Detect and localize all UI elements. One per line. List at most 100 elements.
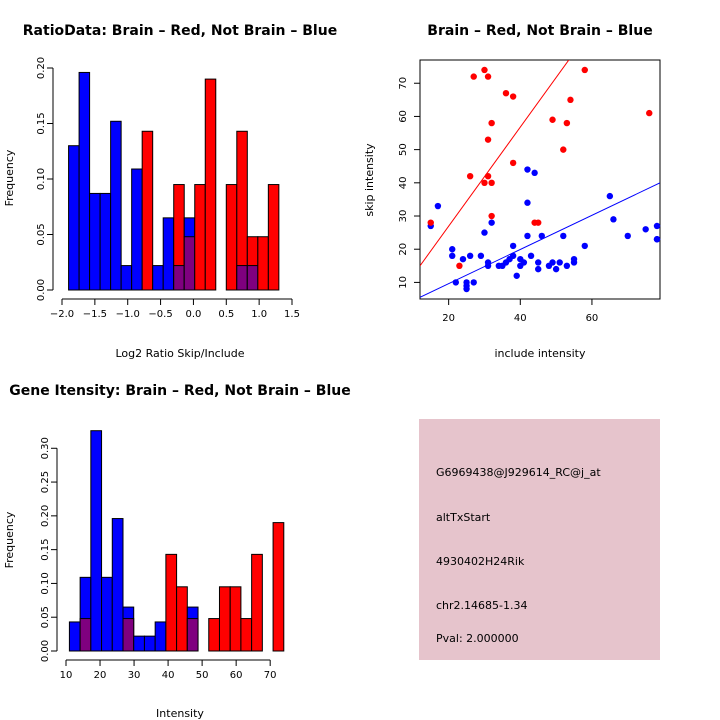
scatter-point-red-16 [549, 116, 556, 123]
gene-bar-red-13 [208, 618, 220, 652]
ratio-x-tick-label-1: −1.5 [83, 309, 107, 320]
gene-bar-red-10 [176, 586, 188, 652]
scatter-point-red-0 [427, 219, 434, 226]
scatter-point-red-18 [563, 119, 571, 127]
scatter-point-red-17 [560, 146, 567, 153]
scatter-fit-line-red [420, 60, 570, 267]
scatter-point-blue-38 [570, 255, 578, 263]
scatter-x-tick-label-2: 60 [586, 313, 599, 324]
info-pvalue: Pval: 2.000000 [436, 632, 519, 645]
scatter-point-blue-27 [531, 169, 538, 177]
scatter-x-tick-label-0: 20 [442, 313, 455, 324]
scatter-point-blue-49 [463, 282, 470, 289]
scatter-y-tick-label-3: 40 [398, 176, 409, 189]
gene-x-tick-label-2: 30 [128, 670, 141, 681]
info-event-type: altTxStart [436, 511, 491, 524]
gene-bar-red-19 [272, 522, 285, 652]
gene-bar-blue-6 [133, 635, 145, 652]
ratio-x-tick-label-2: −1.0 [116, 309, 140, 320]
scatter-point-red-2 [466, 172, 474, 180]
gene-y-tick-label-5: 0.25 [40, 471, 51, 493]
intensity-scatter-panel: Brain – Red, Not Brain – Blue 20 40 601020… [363, 23, 661, 360]
ratio-bar-overlap-17 [246, 265, 259, 291]
scatter-point-blue-23 [520, 259, 528, 266]
ratio-histogram-bars [68, 71, 280, 291]
gene-y-tick-label-1: 0.05 [40, 606, 51, 628]
ratio-x-tick-label-6: 1.0 [251, 309, 267, 320]
ratio-bar-red-19 [267, 184, 280, 291]
gene-bar-overlap-5 [122, 618, 135, 652]
ratio-x-tick-label-0: −2.0 [50, 309, 74, 320]
scatter-point-blue-29 [535, 265, 542, 273]
scatter-point-blue-25 [524, 232, 531, 240]
scatter-point-red-13 [509, 159, 517, 167]
scatter-point-blue-43 [642, 226, 649, 233]
scatter-point-blue-47 [524, 199, 531, 206]
ratio-y-tick-label-0: 0.00 [36, 279, 47, 301]
ratio-bar-blue-8 [152, 265, 164, 291]
scatter-points [427, 66, 661, 293]
scatter-point-red-19 [567, 96, 574, 104]
gene-x-tick-label-5: 60 [230, 670, 243, 681]
scatter-y-tick-label-0: 10 [398, 276, 409, 289]
gene-bar-red-15 [229, 586, 242, 652]
ratio-bar-blue-9 [162, 217, 175, 291]
scatter-point-blue-41 [610, 216, 617, 223]
ratio-bar-red-7 [141, 130, 154, 291]
scatter-point-blue-26 [527, 252, 535, 260]
scatter-point-blue-35 [560, 232, 567, 240]
info-panel: G6969438@J929614_RC@j_at altTxStart 4930… [419, 419, 660, 660]
gene-bar-red-14 [218, 586, 231, 652]
scatter-point-blue-39 [581, 242, 588, 250]
gene-y-tick-label-0: 0.00 [40, 640, 51, 662]
scatter-y-tick-label-4: 50 [398, 143, 409, 156]
scatter-point-blue-34 [556, 259, 563, 266]
ratio-bar-blue-1 [78, 71, 91, 291]
ratio-histogram-axes: −2.0 −1.5 −1.0 −0.5 0.0 0.5 1.0 1.5 0.00 0.05 0.10… [36, 57, 300, 320]
ratio-bar-red-12 [194, 184, 206, 291]
scatter-point-blue-1 [434, 202, 442, 210]
gene-intensity-xlabel: Intensity [156, 707, 204, 720]
scatter-y-tick-label-5: 60 [398, 110, 409, 123]
ratio-bar-blue-4 [110, 120, 122, 291]
scatter-ylabel: skip intensity [363, 143, 376, 217]
scatter-point-blue-4 [452, 279, 460, 286]
info-location: chr2.14685-1.34 [436, 599, 528, 612]
scatter-point-blue-10 [477, 252, 485, 260]
scatter-axes: 20 40 60 10 20 30 40 50 60 70 [398, 77, 598, 324]
gene-intensity-bars [68, 430, 285, 652]
scatter-point-red-11 [502, 89, 510, 97]
gene-bar-blue-2 [90, 430, 103, 652]
scatter-point-red-10 [488, 212, 495, 220]
scatter-point-blue-36 [563, 262, 571, 270]
scatter-point-blue-11 [481, 229, 488, 236]
ratio-histogram-xlabel: Log2 Ratio Skip/Include [115, 347, 244, 360]
gene-bar-red-17 [251, 553, 263, 652]
ratio-bar-red-13 [204, 78, 217, 291]
scatter-point-blue-8 [466, 252, 474, 260]
gene-bar-overlap-1 [79, 618, 92, 652]
gene-bar-red-16 [240, 618, 253, 652]
scatter-point-red-21 [646, 109, 653, 117]
ratio-bar-overlap-16 [236, 265, 248, 291]
ratio-x-tick-label-7: 1.5 [284, 309, 300, 320]
scatter-point-blue-3 [449, 252, 456, 260]
gene-intensity-histogram-panel: Gene Itensity: Brain – Red, Not Brain – … [3, 383, 351, 720]
ratio-bar-overlap-10 [173, 265, 185, 291]
scatter-point-blue-45 [653, 236, 661, 243]
info-gene-name: 4930402H24Rik [436, 555, 525, 568]
scatter-point-red-3 [470, 73, 477, 80]
gene-bar-blue-3 [101, 576, 113, 652]
scatter-point-blue-33 [552, 265, 560, 273]
scatter-point-blue-24 [524, 166, 531, 173]
scatter-xlabel: include intensity [494, 347, 586, 360]
scatter-point-blue-18 [509, 242, 517, 250]
ratio-bar-red-15 [225, 184, 238, 291]
gene-x-tick-label-6: 70 [264, 670, 277, 681]
gene-intensity-histogram-title: Gene Itensity: Brain – Red, Not Brain – … [9, 383, 351, 399]
scatter-point-blue-9 [470, 279, 477, 286]
gene-bar-blue-7 [143, 635, 156, 652]
ratio-bar-blue-2 [89, 192, 101, 291]
scatter-point-red-5 [481, 179, 488, 187]
intensity-scatter-title: Brain – Red, Not Brain – Blue [427, 23, 652, 39]
